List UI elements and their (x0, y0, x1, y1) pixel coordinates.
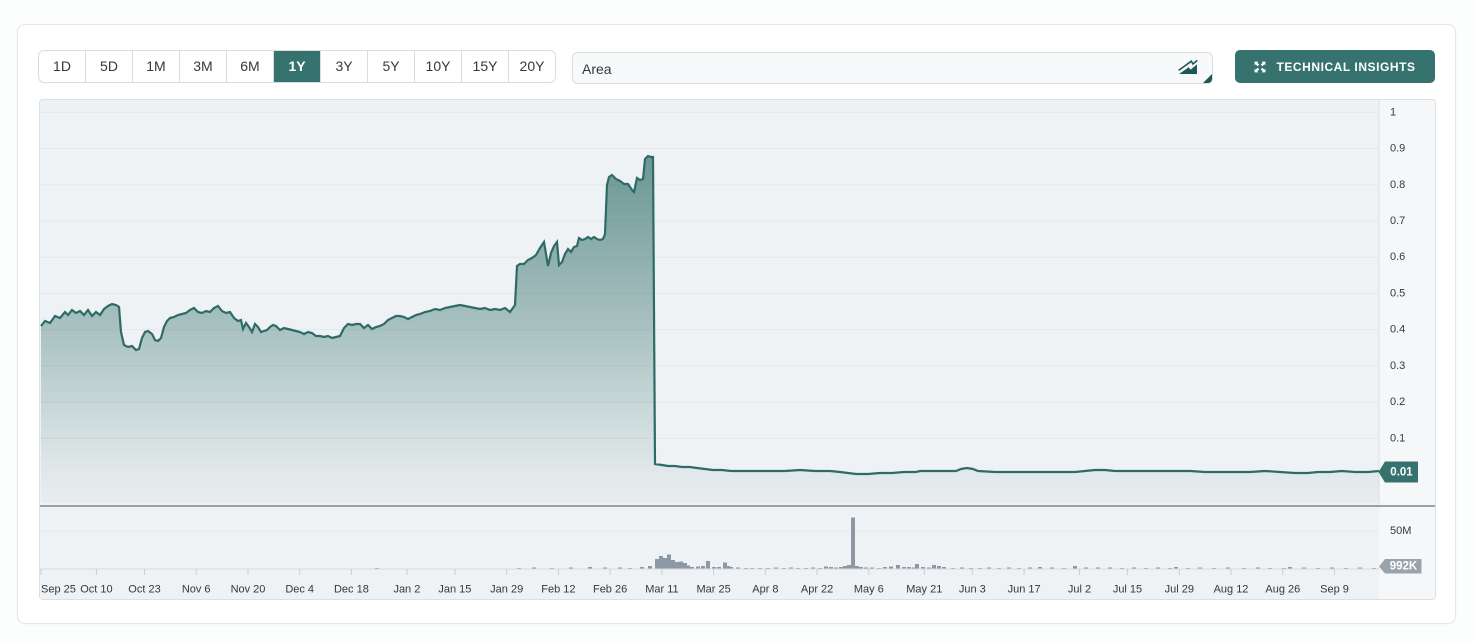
svg-text:0.4: 0.4 (1390, 324, 1405, 336)
svg-text:50M: 50M (1390, 525, 1411, 537)
svg-text:Jul 2: Jul 2 (1068, 584, 1091, 596)
svg-text:Oct 10: Oct 10 (80, 584, 112, 596)
svg-text:Dec 4: Dec 4 (285, 584, 314, 596)
svg-text:May 6: May 6 (854, 584, 884, 596)
svg-text:Dec 18: Dec 18 (334, 584, 369, 596)
svg-text:Jan 15: Jan 15 (438, 584, 471, 596)
svg-text:Nov 20: Nov 20 (231, 584, 266, 596)
svg-text:Aug 12: Aug 12 (1214, 584, 1249, 596)
svg-text:Jun 3: Jun 3 (959, 584, 986, 596)
svg-text:1: 1 (1390, 106, 1396, 118)
svg-text:Mar 11: Mar 11 (645, 584, 678, 596)
svg-text:Oct 23: Oct 23 (128, 584, 160, 596)
svg-text:May 21: May 21 (906, 584, 942, 596)
svg-text:Jan 2: Jan 2 (393, 584, 420, 596)
svg-text:Sep 25: Sep 25 (41, 584, 76, 596)
svg-text:0.6: 0.6 (1390, 251, 1405, 263)
svg-text:0.3: 0.3 (1390, 360, 1405, 372)
svg-text:0.2: 0.2 (1390, 396, 1405, 408)
svg-text:Feb 12: Feb 12 (541, 584, 575, 596)
svg-text:Apr 8: Apr 8 (752, 584, 778, 596)
svg-text:Jun 17: Jun 17 (1008, 584, 1041, 596)
svg-text:0.5: 0.5 (1390, 287, 1405, 299)
svg-text:Mar 25: Mar 25 (696, 584, 730, 596)
svg-text:0.01: 0.01 (1390, 467, 1413, 479)
svg-text:992K: 992K (1390, 561, 1418, 573)
svg-text:0.8: 0.8 (1390, 179, 1405, 191)
svg-text:0.1: 0.1 (1390, 432, 1405, 444)
svg-text:Jan 29: Jan 29 (490, 584, 523, 596)
svg-text:Nov 6: Nov 6 (182, 584, 211, 596)
svg-text:Jul 15: Jul 15 (1113, 584, 1142, 596)
svg-text:Aug 26: Aug 26 (1265, 584, 1300, 596)
svg-text:Apr 22: Apr 22 (801, 584, 833, 596)
svg-text:Sep 9: Sep 9 (1320, 584, 1349, 596)
svg-text:Feb 26: Feb 26 (593, 584, 627, 596)
svg-text:0.7: 0.7 (1390, 215, 1405, 227)
svg-text:0.9: 0.9 (1390, 143, 1405, 155)
svg-text:Jul 29: Jul 29 (1165, 584, 1194, 596)
